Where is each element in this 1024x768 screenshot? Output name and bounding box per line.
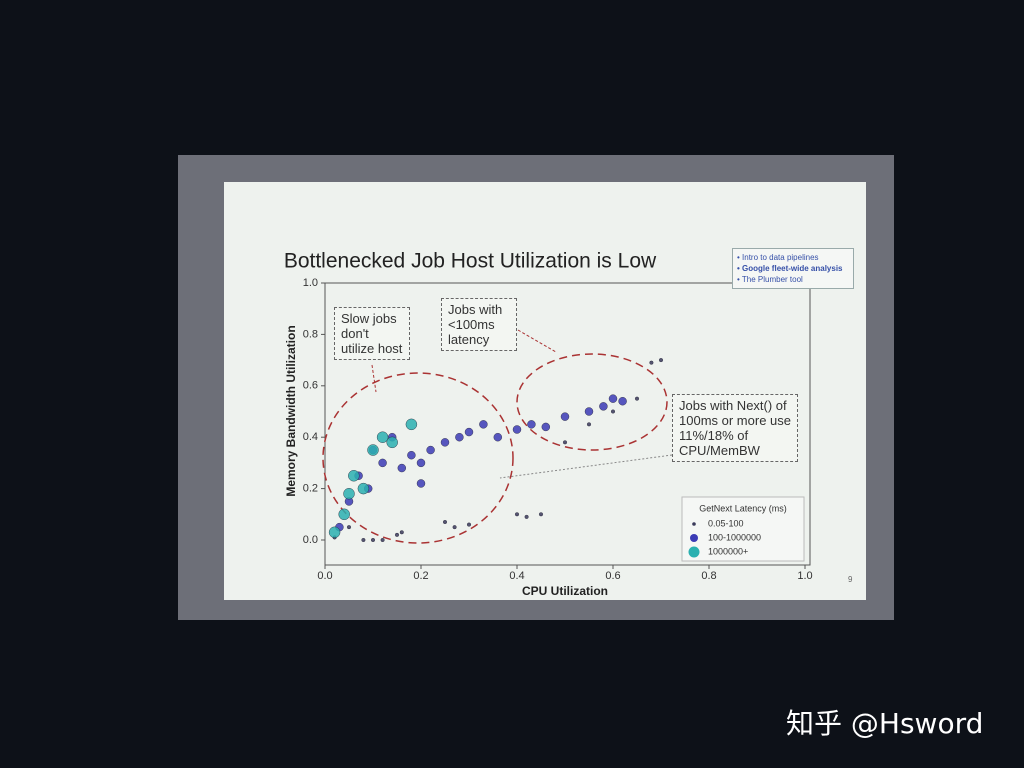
- point: [608, 394, 618, 403]
- point: [380, 538, 385, 543]
- x-tick-label: 0.2: [413, 570, 428, 582]
- x-tick-label: 0.6: [605, 570, 620, 582]
- point: [348, 470, 360, 482]
- y-tick-label: 0.4: [303, 431, 318, 443]
- legend-label: 1000000+: [708, 546, 748, 556]
- point: [515, 512, 520, 517]
- point: [367, 444, 379, 456]
- point: [464, 427, 474, 437]
- point: [416, 458, 426, 468]
- ellipse: [516, 353, 668, 451]
- point: [611, 409, 616, 414]
- point: [467, 522, 472, 527]
- point: [524, 514, 529, 519]
- legend-box: [681, 496, 805, 562]
- point: [399, 530, 404, 535]
- point: [386, 436, 398, 449]
- point: [618, 397, 627, 406]
- nav-text: Intro to data pipelines: [742, 253, 819, 262]
- legend-label: 0.05-100: [708, 518, 744, 528]
- point: [361, 538, 366, 543]
- point: [357, 482, 370, 495]
- slide-title: Bottlenecked Job Host Utilization is Low: [284, 250, 657, 273]
- y-tick-label: 1.0: [303, 277, 318, 289]
- y-tick-label: 0.0: [303, 534, 318, 546]
- point: [455, 433, 464, 442]
- point: [405, 418, 418, 431]
- point: [635, 396, 640, 401]
- point: [443, 520, 448, 525]
- point: [426, 445, 435, 455]
- nav: • Intro to data pipelines • Google fleet…: [732, 248, 854, 289]
- y-axis-label: Memory Bandwidth Utilization: [284, 325, 298, 496]
- legend-marker: [688, 546, 700, 558]
- annotation: Jobs with <100ms latency: [441, 298, 517, 351]
- point: [376, 431, 389, 443]
- point: [452, 525, 457, 530]
- point: [371, 538, 376, 543]
- point: [512, 425, 522, 434]
- point: [407, 450, 416, 460]
- point: [649, 360, 654, 365]
- pointer: [499, 454, 673, 479]
- point: [395, 532, 400, 537]
- point: [328, 526, 341, 538]
- point: [416, 479, 426, 488]
- nav-item: • Intro to data pipelines: [737, 253, 819, 262]
- point: [343, 488, 355, 500]
- point: [493, 433, 502, 442]
- x-axis-label: CPU Utilization: [522, 584, 608, 598]
- nav-item: • The Plumber tool: [737, 275, 803, 284]
- nav-text: The Plumber tool: [741, 275, 803, 284]
- watermark: 知乎 @Hsword: [786, 707, 984, 740]
- legend-marker: [692, 522, 696, 526]
- y-tick-label: 0.2: [303, 483, 318, 495]
- x-tick-label: 1.0: [797, 570, 812, 582]
- nav-text: Google fleet-wide analysis: [742, 264, 843, 273]
- legend-marker: [690, 534, 698, 542]
- ellipse: [322, 372, 514, 544]
- point: [539, 512, 544, 517]
- point: [347, 525, 352, 530]
- point: [587, 422, 592, 427]
- plot-frame: [324, 282, 811, 566]
- y-tick-label: 0.6: [303, 380, 318, 392]
- legend-title: GetNext Latency (ms): [699, 503, 787, 513]
- point: [659, 358, 664, 363]
- x-tick-label: 0.8: [701, 570, 716, 582]
- point: [338, 508, 350, 520]
- point: [479, 420, 488, 429]
- point: [378, 458, 387, 468]
- point: [527, 420, 536, 429]
- nav-item: • Google fleet-wide analysis: [737, 264, 843, 273]
- point: [584, 407, 594, 416]
- point: [560, 412, 570, 421]
- x-tick-label: 0.0: [317, 570, 332, 582]
- point: [440, 438, 450, 447]
- point: [599, 402, 608, 411]
- x-tick-label: 0.4: [509, 570, 524, 582]
- point: [541, 422, 550, 432]
- legend-label: 100-1000000: [708, 532, 761, 542]
- point: [397, 463, 406, 473]
- point: [563, 440, 568, 445]
- annotation: Slow jobs don't utilize host: [334, 307, 410, 360]
- arrow: [517, 329, 557, 353]
- arrow: [371, 364, 377, 393]
- annotation: Jobs with Next() of 100ms or more use 11…: [672, 394, 798, 462]
- page-number: 9: [848, 575, 853, 584]
- y-tick-label: 0.8: [303, 328, 318, 340]
